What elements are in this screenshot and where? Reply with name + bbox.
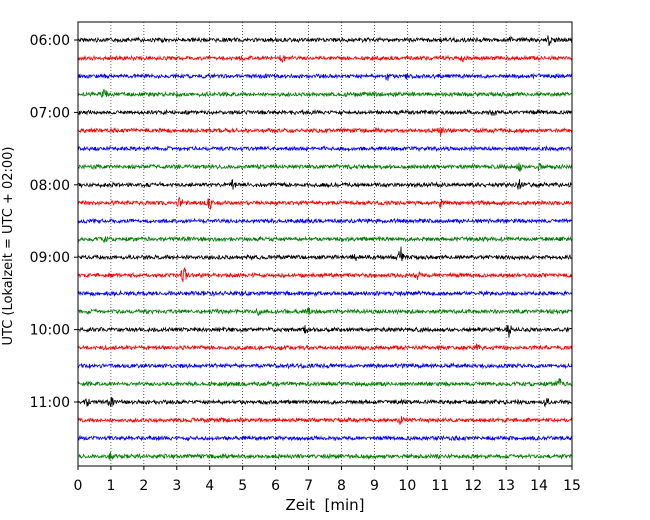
x-tick-label: 6 [271,478,280,494]
trace-line [77,378,573,388]
trace-line [77,35,573,47]
x-tick-label: 10 [398,478,416,494]
trace-line [77,162,573,172]
y-axis-title: UTC (Lokalzeit = UTC + 02:00) [1,147,16,346]
trace-line [77,72,573,81]
x-tick-label: 3 [172,478,181,494]
trace-line [77,126,573,136]
trace-line [77,307,573,317]
trace-line [77,434,573,442]
y-tick-label: 11:00 [30,395,70,411]
x-tick-label: 1 [106,478,115,494]
vertical-gridlines [110,22,540,466]
x-tick-label: 12 [464,478,482,494]
x-tick-label: 8 [337,478,346,494]
trace-line [77,179,573,190]
y-tick-label: 07:00 [30,105,70,121]
trace-line [77,144,573,153]
seismic-traces [77,35,573,461]
trace-line [77,343,573,352]
x-axis-title: Zeit [min] [285,496,364,514]
trace-line [77,416,573,425]
trace-line [77,54,573,63]
y-tick-label: 09:00 [30,250,70,266]
trace-line [77,452,573,461]
trace-line [77,88,573,99]
y-tick-label: 06:00 [30,33,70,49]
trace-line [77,396,573,408]
trace-line [77,289,573,298]
trace-line [77,267,573,283]
trace-line [77,325,573,338]
x-axis-ticks: 0 1 2 3 4 5 6 7 8 9 10 11 12 13 14 15 [74,466,581,494]
trace-line [77,108,573,116]
x-tick-label: 14 [530,478,548,494]
x-tick-label: 5 [238,478,247,494]
plot-frame [77,21,573,467]
trace-line [77,196,573,211]
x-tick-label: 15 [563,478,581,494]
x-tick-label: 9 [370,478,379,494]
x-tick-label: 11 [431,478,449,494]
y-tick-label: 08:00 [30,178,70,194]
x-tick-label: 2 [139,478,148,494]
trace-line [77,217,573,225]
y-tick-label: 10:00 [30,323,70,339]
trace-line [77,235,573,244]
x-tick-label: 13 [497,478,515,494]
x-tick-label: 4 [205,478,214,494]
x-tick-label: 0 [74,478,83,494]
y-axis-ticks: 06:00 07:00 08:00 09:00 10:00 11:00 [30,33,78,411]
trace-line [77,362,573,370]
x-tick-label: 7 [304,478,313,494]
trace-line [77,246,573,262]
